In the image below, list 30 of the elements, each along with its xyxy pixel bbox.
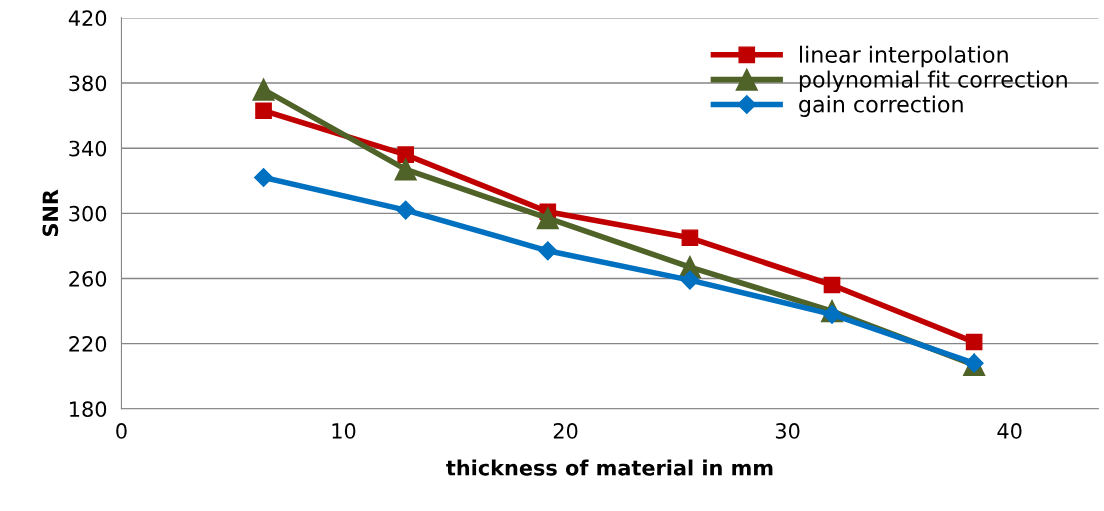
x-tick-label: 20: [553, 423, 578, 439]
x-tick-label: 30: [775, 423, 800, 439]
point: [254, 167, 274, 188]
x-tick-label: 0: [116, 423, 127, 439]
y-tick-label: 300: [69, 205, 107, 222]
point: [965, 333, 983, 351]
point: [394, 158, 417, 181]
point: [680, 270, 700, 290]
y-axis-title: SNR: [42, 189, 59, 237]
y-tick-label: 180: [70, 401, 107, 418]
legend-label: gain correction: [799, 95, 963, 117]
point: [255, 102, 272, 120]
point: [538, 241, 558, 261]
point: [252, 78, 275, 101]
point: [536, 207, 559, 230]
x-axis-title: thickness of material in mm: [446, 459, 773, 476]
legend-label: linear interpolation: [799, 45, 1008, 68]
point: [397, 146, 415, 164]
point: [396, 200, 416, 220]
x-tick-label: 40: [997, 423, 1022, 439]
y-tick-label: 340: [69, 140, 107, 157]
y-tick-label: 420: [68, 10, 107, 27]
y-tick-label: 380: [69, 75, 107, 92]
legend-label: polynomial fit correction: [799, 70, 1067, 93]
y-tick-label: 220: [69, 336, 107, 352]
y-tick-label: 260: [69, 270, 107, 287]
point: [822, 304, 842, 324]
point: [823, 276, 841, 294]
point: [681, 229, 699, 247]
x-tick-label: 10: [332, 423, 356, 439]
